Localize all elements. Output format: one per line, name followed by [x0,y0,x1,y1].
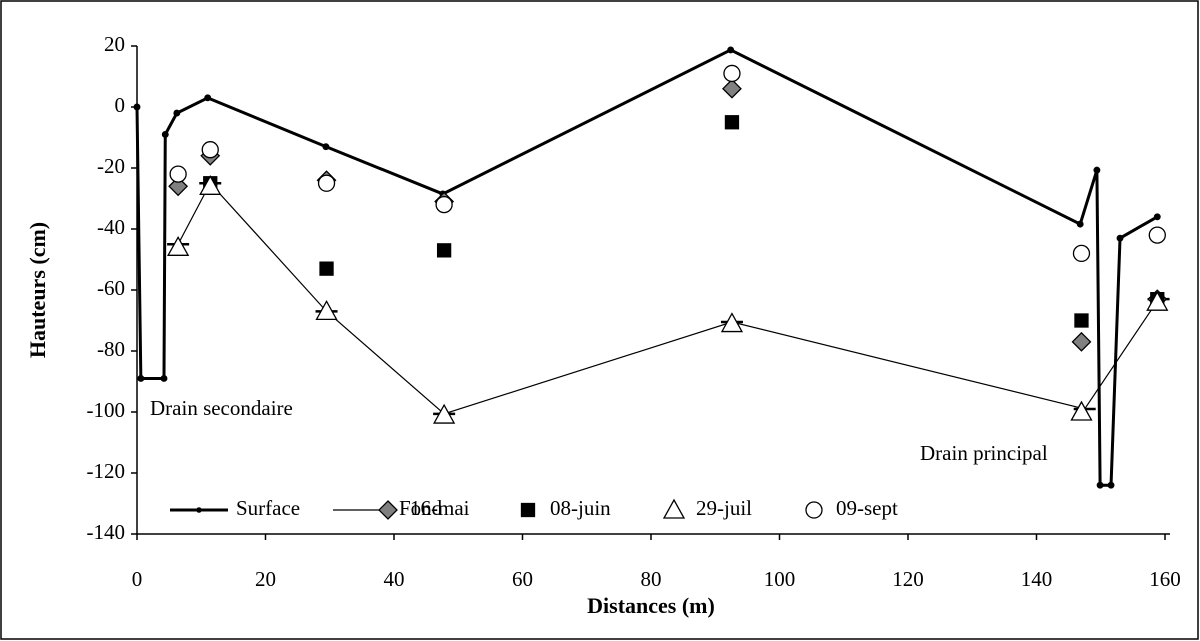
x-tick-label: 160 [1149,567,1181,591]
point [201,141,219,159]
legend-marker [196,507,202,513]
point [317,174,336,192]
point [724,115,740,130]
y-axis-title: Hauteurs (cm) [25,222,50,358]
point [436,243,452,258]
x-tick-label: 100 [764,567,796,591]
x-axis-title: Distances (m) [587,593,715,618]
point [315,300,338,321]
x-tick-label: 80 [641,567,662,591]
y-tick-label: -20 [97,154,125,178]
annotation: Drain principal [920,441,1048,465]
point [1116,234,1124,242]
legend-marker [805,501,823,519]
x-tick-label: 40 [384,567,405,591]
y-tick-label: -80 [97,337,125,361]
point [1153,213,1161,221]
y-tick-label: -140 [87,520,126,544]
y-tick-label: 0 [115,93,126,117]
legend-label: 08-juin [550,496,611,520]
x-tick-label: 20 [255,567,276,591]
y-tick-label: -60 [97,276,125,300]
legend-marker [520,502,536,518]
x-tick-label: 120 [892,567,924,591]
point [1070,400,1093,421]
legend-label: 16-mai [410,496,470,520]
point [720,312,744,333]
point [1107,481,1115,489]
x-tick-label: 140 [1021,567,1053,591]
point [133,103,141,111]
point [1071,331,1092,352]
legend-label: Surface [236,496,300,520]
point [199,174,222,195]
y-tick-label: -100 [87,398,126,422]
y-tick-label: -120 [87,459,126,483]
point [169,165,187,183]
point [1146,290,1169,311]
legend-marker [378,500,398,520]
point [137,375,145,382]
point [722,78,742,99]
point [727,46,735,54]
legend-label: 29-juil [696,496,752,520]
legend-label: 09-sept [836,496,898,520]
point [319,261,334,276]
point [1096,481,1104,489]
point [433,403,456,424]
x-tick-label: 60 [512,567,533,591]
point [168,176,189,197]
point [1148,226,1166,244]
point [1076,220,1084,228]
point [1074,313,1089,328]
legend-marker [662,498,686,519]
point [435,195,453,214]
point [160,375,168,382]
point [1093,166,1101,174]
point [322,143,330,151]
point [204,94,212,102]
point [1072,244,1091,263]
y-tick-label: 20 [104,32,125,56]
point [173,109,181,117]
x-tick-label: 0 [132,567,143,591]
legend-label: Fond [399,496,443,520]
point [161,130,169,138]
point [723,64,741,83]
annotation: Drain secondaire [150,396,293,420]
point [167,235,190,256]
y-tick-label: -40 [97,215,125,239]
